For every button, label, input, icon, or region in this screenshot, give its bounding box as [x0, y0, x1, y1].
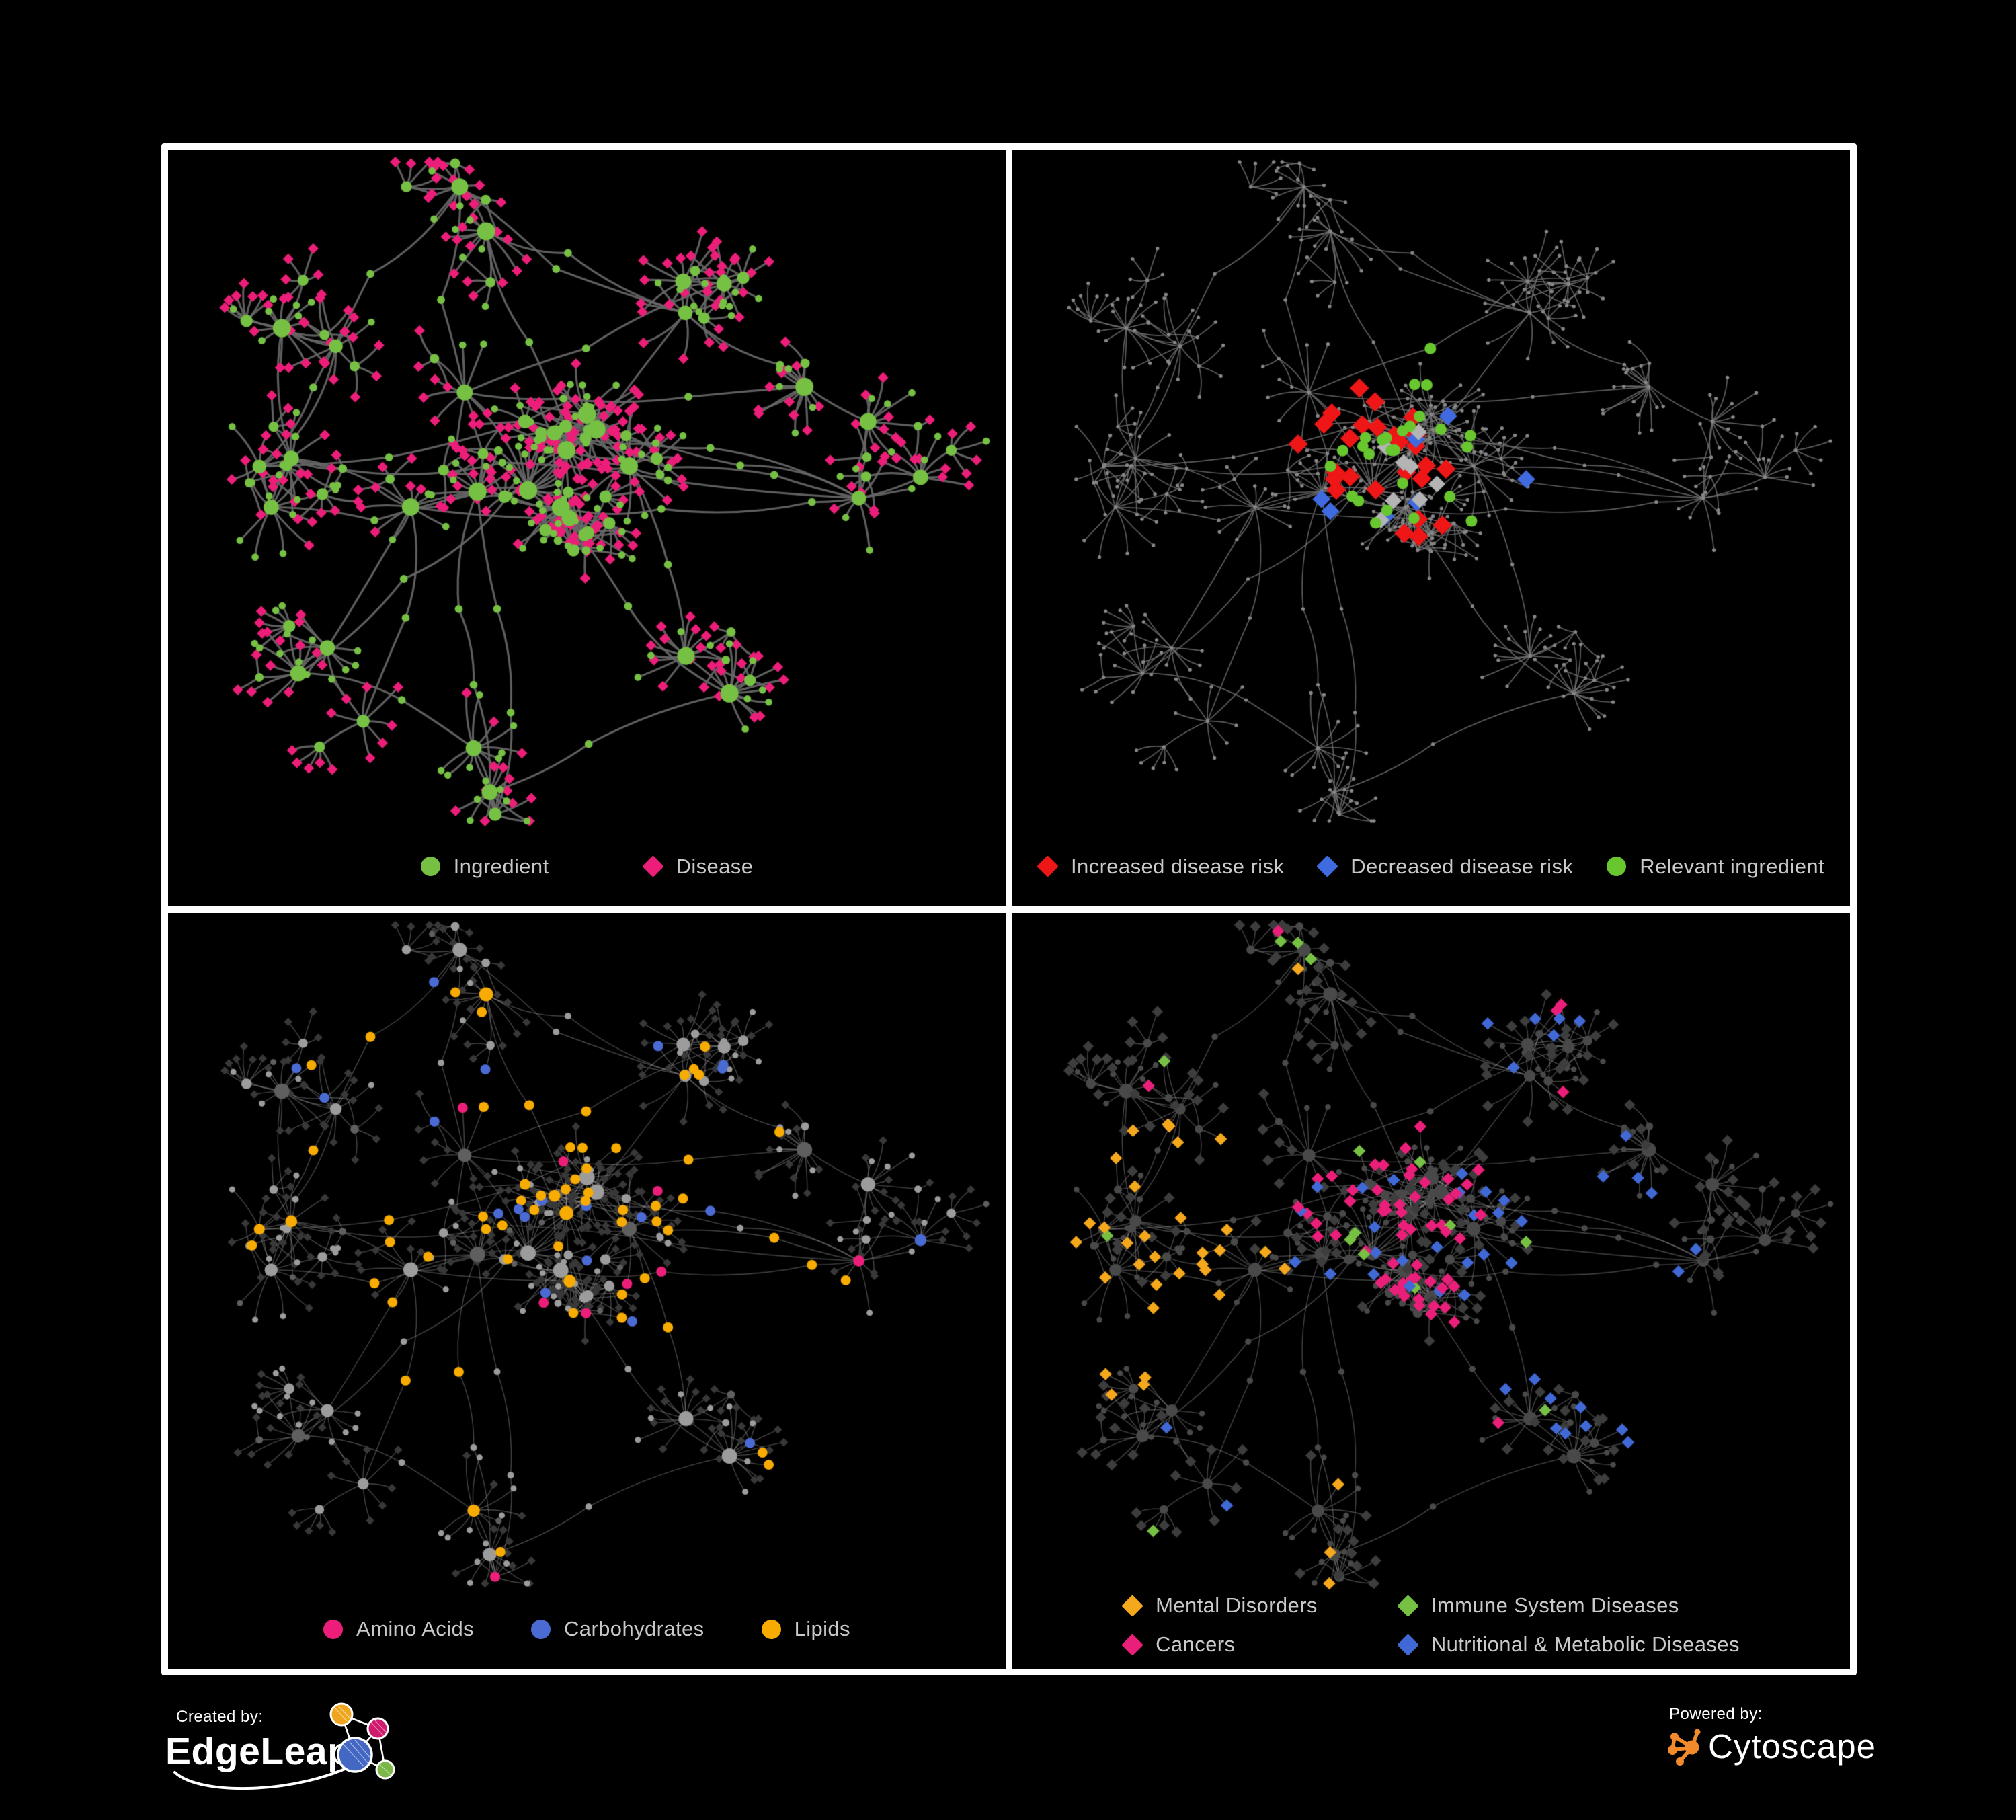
- legend-item-amino-acids: Amino Acids: [323, 1617, 474, 1641]
- panel-grid: Ingredient Disease Increased disease ris…: [161, 143, 1857, 1675]
- powered-by-label: Powered by:: [1669, 1705, 1763, 1723]
- legend-label: Relevant ingredient: [1640, 854, 1824, 878]
- cancers-diamond-marker: [1121, 1633, 1143, 1656]
- legend-item-mental-disorders: Mental Disorders: [1121, 1593, 1318, 1618]
- legend-item-cancers: Cancers: [1121, 1632, 1318, 1657]
- legend-item-relevant-ingredient: Relevant ingredient: [1607, 855, 1824, 879]
- legend-disease-classes: Mental Disorders Immune System Diseases …: [1012, 1593, 1850, 1657]
- legend-item-decreased-risk: Decreased disease risk: [1316, 854, 1574, 879]
- cytoscape-logo-icon: [1668, 1729, 1701, 1766]
- legend-label: Ingredient: [453, 854, 549, 878]
- cytoscape-brand-text: Cytoscape: [1708, 1727, 1876, 1766]
- legend-label: Increased disease risk: [1071, 854, 1285, 878]
- amino-acids-circle-marker: [323, 1619, 344, 1639]
- edgeleap-branding: Created by: EdgeLeap: [161, 1700, 417, 1801]
- relevant-ingredient-circle-marker: [1607, 857, 1627, 876]
- ingredient-circle-marker: [420, 857, 440, 876]
- legend-label: Carbohydrates: [564, 1617, 704, 1640]
- mental-disorders-diamond-marker: [1121, 1594, 1143, 1617]
- legend-item-carbohydrates: Carbohydrates: [531, 1617, 704, 1641]
- network-canvas-disease-classes: [1012, 912, 1850, 1669]
- legend-label: Mental Disorders: [1156, 1593, 1318, 1617]
- network-canvas-ingredient-classes: [168, 912, 1006, 1669]
- immune-system-diamond-marker: [1397, 1594, 1419, 1617]
- legend-item-disease: Disease: [641, 854, 754, 879]
- network-canvas-disease-risk: [1012, 150, 1850, 906]
- legend-item-ingredient: Ingredient: [420, 854, 549, 879]
- panel-disease-classes-network: Mental Disorders Immune System Diseases …: [1012, 912, 1850, 1669]
- legend-label: Amino Acids: [356, 1617, 475, 1640]
- cytoscape-branding: Powered by: Cytoscape: [1665, 1705, 1876, 1786]
- created-by-label: Created by:: [176, 1708, 264, 1726]
- panel-ingredient-classes-network: Amino Acids Carbohydrates Lipids: [168, 912, 1006, 1669]
- legend-label: Disease: [676, 854, 754, 878]
- legend-label: Cancers: [1156, 1632, 1236, 1656]
- increased-risk-diamond-marker: [1037, 855, 1059, 877]
- network-canvas-ingredient-disease: [168, 150, 1006, 906]
- legend-item-lipids: Lipids: [761, 1617, 850, 1641]
- panel-ingredient-disease-network: Ingredient Disease: [168, 150, 1006, 906]
- legend-item-immune-system-diseases: Immune System Diseases: [1397, 1593, 1740, 1618]
- carbohydrates-circle-marker: [531, 1619, 551, 1639]
- nutritional-metabolic-diamond-marker: [1397, 1633, 1419, 1656]
- lipids-circle-marker: [761, 1619, 781, 1639]
- edgeleap-brand-text: EdgeLeap: [165, 1730, 352, 1773]
- legend-label: Lipids: [794, 1617, 850, 1640]
- legend-item-nutritional-metabolic-diseases: Nutritional & Metabolic Diseases: [1397, 1632, 1740, 1657]
- legend-label: Nutritional & Metabolic Diseases: [1430, 1632, 1740, 1656]
- legend-label: Immune System Diseases: [1430, 1593, 1679, 1617]
- edgeleap-logo-icon: [173, 1702, 395, 1790]
- legend-disease-risk: Increased disease risk Decreased disease…: [1012, 855, 1850, 879]
- legend-ingredient-disease: Ingredient Disease: [168, 855, 1006, 879]
- legend-item-increased-risk: Increased disease risk: [1037, 854, 1285, 879]
- decreased-risk-diamond-marker: [1316, 855, 1339, 877]
- panel-disease-risk-network: Increased disease risk Decreased disease…: [1012, 150, 1850, 906]
- legend-ingredient-classes: Amino Acids Carbohydrates Lipids: [168, 1617, 1006, 1641]
- disease-diamond-marker: [641, 855, 664, 877]
- legend-label: Decreased disease risk: [1350, 854, 1574, 878]
